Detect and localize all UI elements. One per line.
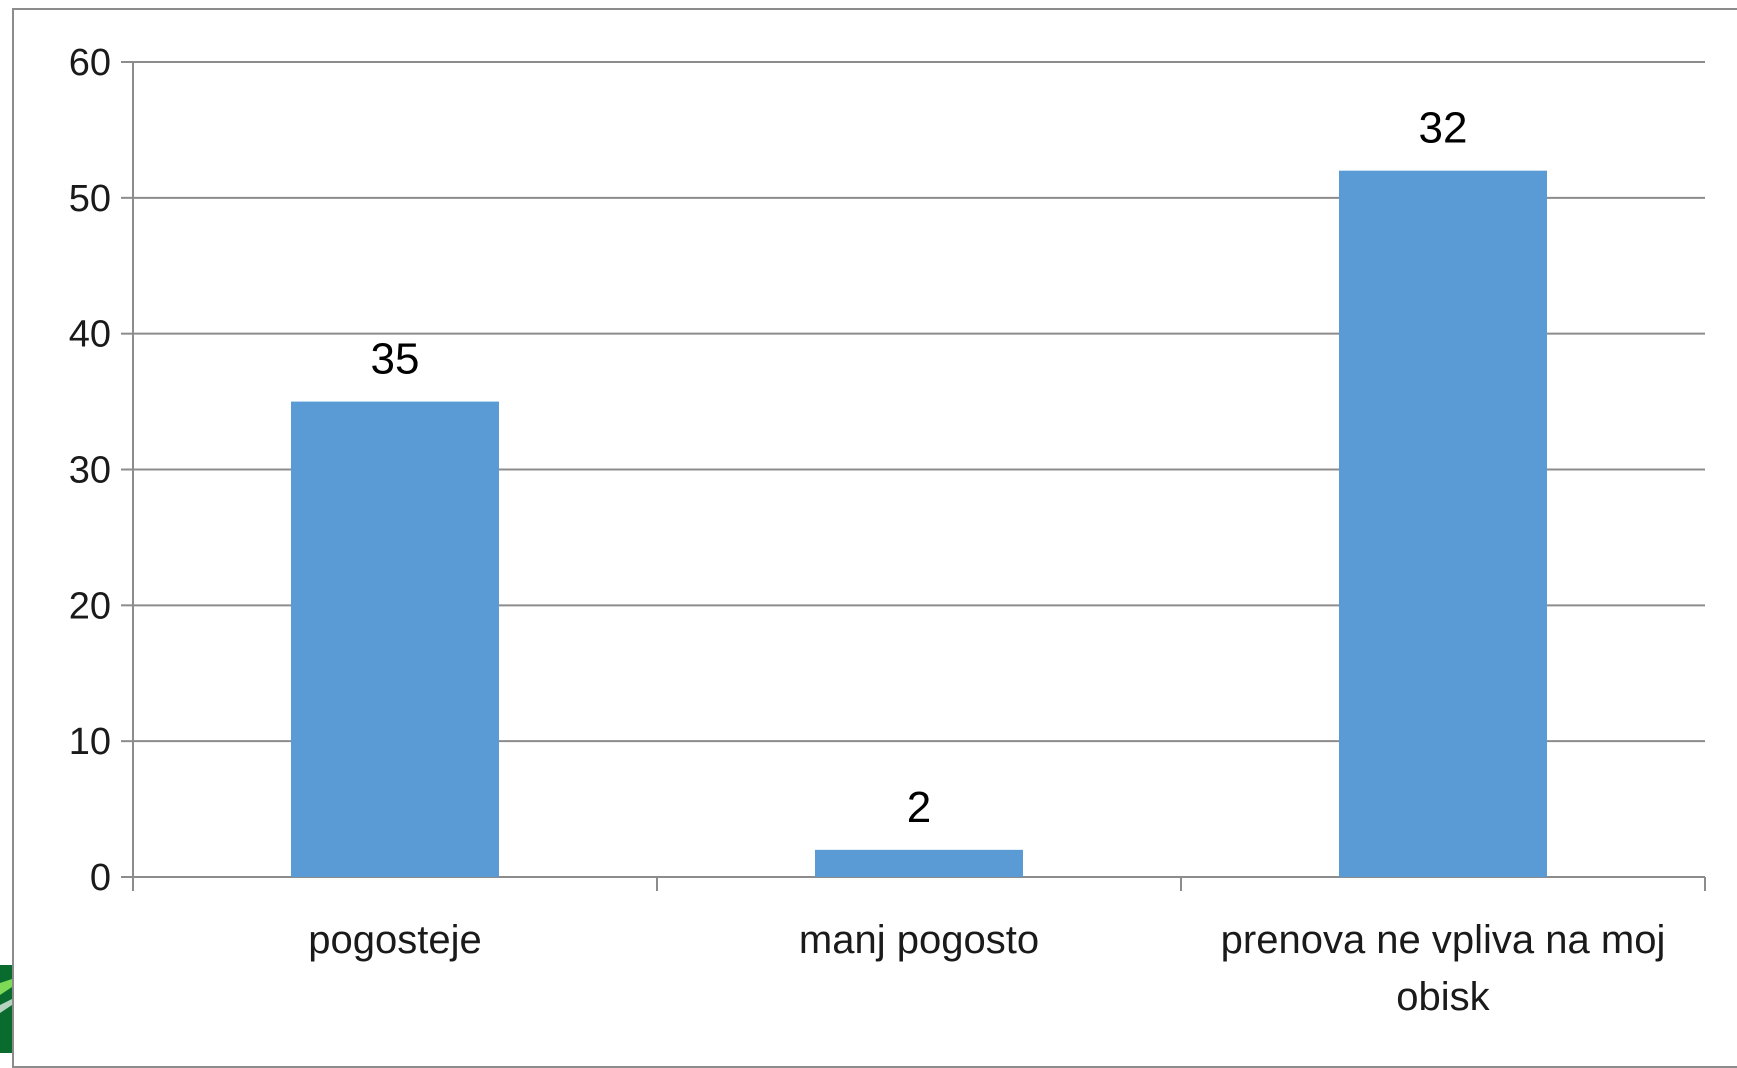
bars	[291, 170, 1547, 877]
y-tick-label: 10	[69, 721, 111, 763]
x-category-label: pogosteje	[308, 918, 481, 962]
data-label: 35	[371, 335, 420, 384]
data-label: 32	[1419, 104, 1468, 153]
x-category-label-line: manj pogosto	[799, 918, 1039, 962]
x-category-label-line: obisk	[1396, 975, 1490, 1019]
x-category-label: prenova ne vpliva na moj obisk	[1221, 918, 1666, 1019]
x-axis-category-labels: pogosteje manj pogosto prenova ne vpliva n…	[308, 918, 1665, 1019]
y-axis-tick-labels: 0 10 20 30 40 50 60	[69, 42, 111, 899]
x-category-label: manj pogosto	[799, 918, 1039, 962]
y-tick-label: 60	[69, 42, 111, 84]
x-category-label-line: prenova ne vpliva na moj	[1221, 918, 1666, 962]
y-tick-label: 20	[69, 585, 111, 627]
bar	[815, 849, 1023, 877]
corner-decoration-graphic	[0, 965, 12, 1053]
y-tick-label: 0	[90, 857, 111, 899]
y-tick-label: 50	[69, 178, 111, 220]
x-category-label-line: pogosteje	[308, 918, 481, 962]
y-tick-label: 40	[69, 314, 111, 356]
data-labels: 35 2 32	[371, 104, 1468, 832]
data-label: 2	[907, 783, 931, 832]
y-tick-label: 30	[69, 450, 111, 492]
bar	[291, 401, 499, 877]
bar	[1339, 170, 1547, 877]
